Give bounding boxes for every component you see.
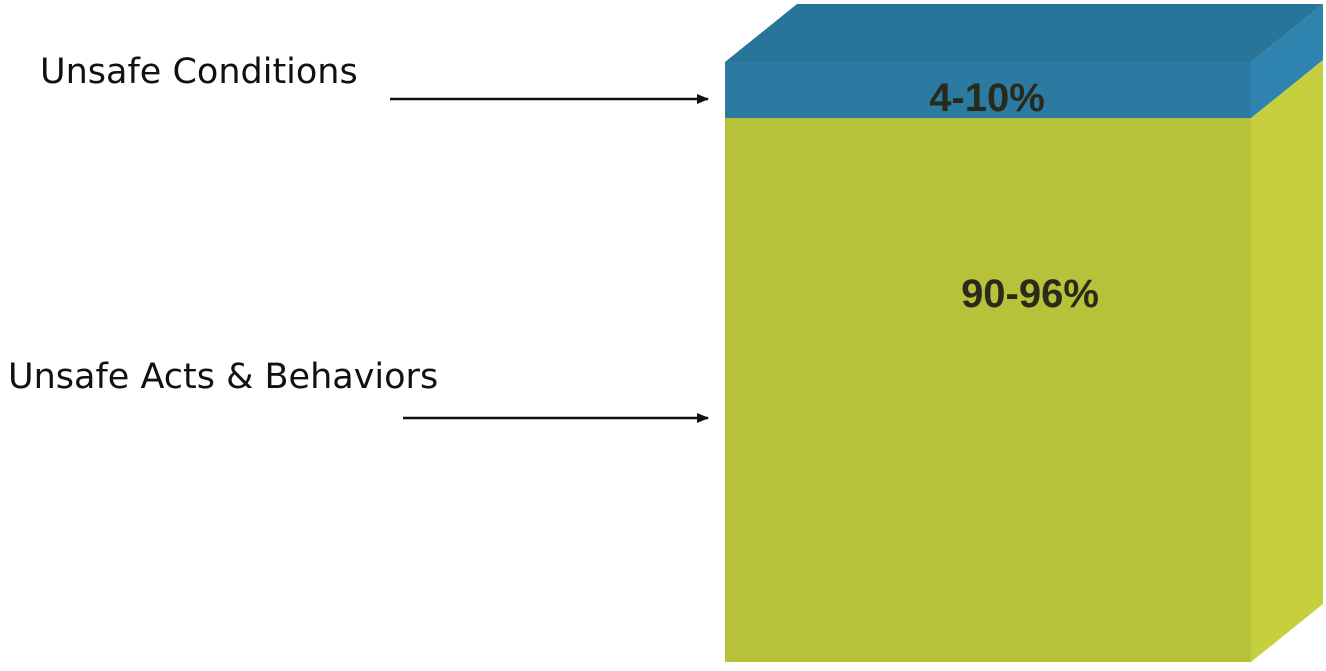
box-side-acts: [1251, 60, 1323, 662]
value-label-group: 4-10% 90-96%: [929, 76, 1099, 316]
box-group: [725, 4, 1323, 662]
arrow-group: [390, 94, 709, 423]
box-top-conditions: [725, 4, 1323, 62]
box-side-conditions: [1251, 4, 1323, 118]
bar-segment-unsafe-conditions: [725, 62, 1251, 118]
bar-segment-unsafe-acts: [725, 118, 1251, 662]
value-label-unsafe-acts: 90-96%: [961, 272, 1099, 316]
callout-label-unsafe-acts: Unsafe Acts & Behaviors: [8, 357, 439, 397]
value-label-unsafe-conditions: 4-10%: [929, 76, 1045, 120]
callout-label-unsafe-conditions: Unsafe Conditions: [40, 52, 358, 92]
